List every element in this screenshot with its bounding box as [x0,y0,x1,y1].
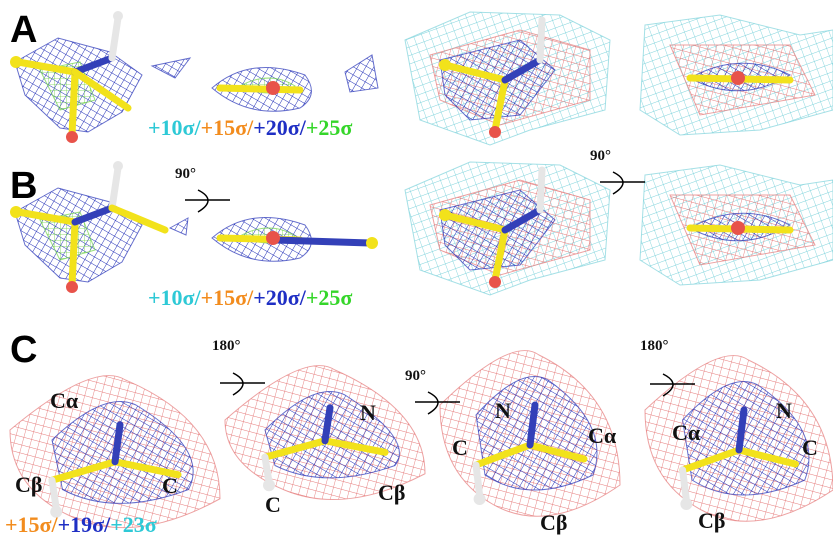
bond [739,410,744,450]
mesh [152,58,190,78]
rotation-arrow [613,172,623,194]
atom-label: Cα [50,388,79,413]
bond [476,465,480,495]
legend-entry: +19σ/ [58,512,112,537]
rotation-label: 90° [590,148,611,164]
rotation-label: 180° [640,338,669,354]
legend-entry: +20σ/ [253,285,307,310]
bond [112,18,118,58]
atom-label: C [452,435,468,460]
density-maps [10,11,833,528]
atom-ball [113,11,123,21]
atom-label: Cβ [698,508,725,533]
legend-entry: +25σ [306,285,353,310]
atom-label: C [265,492,281,517]
atom-label: Cβ [378,480,405,505]
bond [540,20,542,60]
atom-ball [66,131,78,143]
rotation-arrow [198,190,208,212]
atom-ball [731,71,745,85]
atom-ball [731,221,745,235]
bond [275,240,370,243]
bond [115,425,120,462]
legend-entry: +10σ/ [148,285,202,310]
bond [540,170,542,210]
atom-ball [474,493,486,505]
mesh [170,218,188,235]
legend-entry: +15σ/ [5,512,59,537]
atom-ball [10,206,22,218]
atom-ball [66,281,78,293]
atom-ball [266,81,280,95]
atom-label: C [802,435,818,460]
atom-label: Cβ [540,510,567,535]
rotation-label: 90° [175,166,196,182]
atom-ball [439,209,451,221]
atom-ball [680,498,692,510]
atom-ball [489,126,501,138]
atom-ball [489,276,501,288]
bond [220,88,300,90]
atom-label: N [360,400,376,425]
legend: +15σ/+19σ/+23σ [5,512,157,537]
atom-label: Cα [588,423,617,448]
atom-ball [439,59,451,71]
atom-label: N [776,398,792,423]
legend-entry: +23σ [110,512,157,537]
bond [325,408,330,441]
mesh [345,55,378,92]
legend: +10σ/+15σ/+20σ/+25σ [148,285,352,310]
bond [72,222,75,285]
bond [52,480,56,508]
figure: ABC90°90°180°90°180°+10σ/+15σ/+20σ/+25σ+… [0,0,833,545]
panel-label: A [10,9,37,51]
atom-label: Cα [672,420,701,445]
legend-entry: +10σ/ [148,115,202,140]
atom-label: Cβ [15,472,42,497]
atom-ball [10,56,22,68]
rotation-label: 90° [405,368,426,384]
panel-label: C [10,329,37,371]
bond [530,405,535,445]
legend-entry: +15σ/ [201,115,255,140]
atom-ball [366,237,378,249]
legend-entry: +25σ [306,115,353,140]
legend-entry: +20σ/ [253,115,307,140]
atom-ball [266,231,280,245]
legend-entry: +15σ/ [201,285,255,310]
bond [683,470,687,500]
bond [265,457,269,482]
legend: +10σ/+15σ/+20σ/+25σ [148,115,352,140]
rotation-label: 180° [212,338,241,354]
atom-label: C [162,473,178,498]
rotation-arrow [233,373,243,395]
rotation-arrow [428,392,438,414]
panel-label: B [10,165,37,207]
bond [72,72,75,135]
bond [112,168,118,208]
atom-ball [263,479,275,491]
atom-ball [113,161,123,171]
atom-label: N [495,398,511,423]
